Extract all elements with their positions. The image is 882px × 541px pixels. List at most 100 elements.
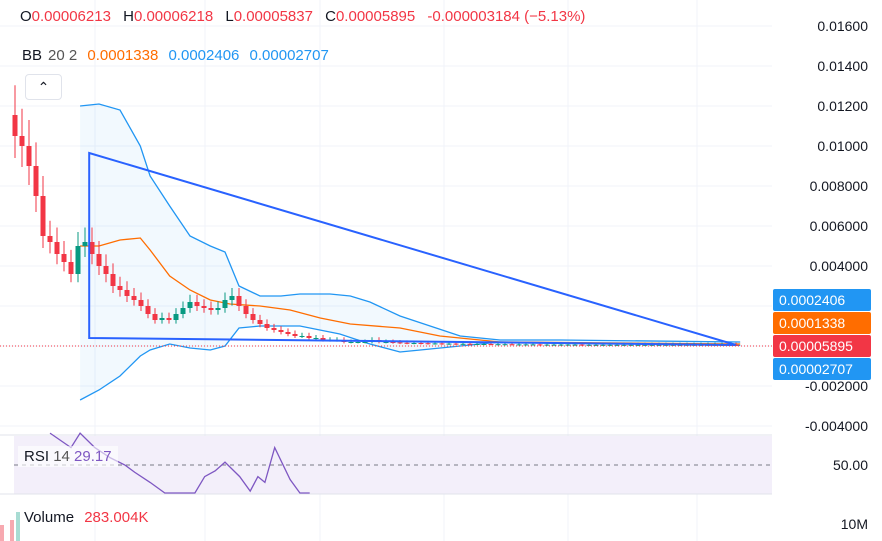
candle-body [628, 344, 634, 346]
high-label: H [123, 8, 134, 25]
candle-body [355, 342, 361, 343]
candle-body [348, 342, 354, 343]
candle-body [635, 344, 641, 346]
volume-bar [10, 520, 14, 541]
candle-body [649, 344, 655, 346]
price-axis-label: 0.008000 [809, 178, 868, 194]
candle-body [180, 308, 186, 314]
candle-body [551, 344, 557, 346]
candle-body [33, 166, 39, 196]
rsi-legend[interactable]: RSI 14 29.17 [18, 446, 118, 467]
candle-body [516, 344, 522, 346]
bb-legend[interactable]: BB 20 2 0.0001338 0.0002406 0.00002707 [22, 47, 335, 64]
candle-body [82, 242, 88, 246]
candle-body [103, 266, 109, 274]
rsi-period: 14 [53, 448, 70, 465]
candle-body [586, 344, 592, 346]
price-axis-label: 0.01400 [817, 58, 868, 74]
candle-body [278, 330, 284, 332]
candle-body [530, 344, 536, 346]
price-tag: 0.00005895 [773, 335, 871, 357]
candle-body [194, 302, 200, 306]
low-value: 0.00005837 [233, 8, 313, 25]
rsi-axis-label: 50.00 [832, 457, 868, 473]
candle-body [215, 308, 221, 310]
price-axis-label: 0.006000 [809, 218, 868, 234]
volume-bar [16, 512, 20, 541]
candle-body [299, 336, 305, 337]
volume-bars [0, 512, 20, 541]
candle-body [397, 342, 403, 344]
bb-basis-value: 0.0001338 [87, 47, 159, 64]
price-tag: 0.0001338 [773, 312, 871, 334]
candle-body [264, 324, 270, 328]
open-value: 0.00006213 [31, 8, 111, 25]
candle-body [614, 344, 620, 346]
candle-body [68, 262, 74, 274]
candle-body [271, 328, 277, 330]
candle-body [124, 290, 130, 296]
rsi-value: 29.17 [74, 448, 112, 465]
volume-name: Volume [24, 509, 75, 526]
volume-legend[interactable]: Volume 283.004K [24, 509, 148, 526]
candle-body [481, 344, 487, 345]
close-value: 0.00005895 [335, 8, 416, 25]
close-label: C [325, 8, 336, 25]
candle-body [173, 314, 179, 320]
price-axis-label: 0.01600 [817, 18, 868, 34]
candle-body [47, 236, 53, 242]
candle-body [558, 344, 564, 346]
triangle-drawing[interactable] [88, 151, 737, 346]
candle-body [145, 306, 151, 314]
candle-body [565, 344, 571, 346]
candle-body [138, 300, 144, 306]
change-value: -0.000003184 (−5.13%) [427, 8, 586, 25]
volume-bar [0, 525, 4, 541]
candle-body [663, 344, 669, 346]
candle-body [229, 296, 235, 300]
candle-body [362, 342, 368, 343]
candle-body [642, 344, 648, 346]
candle-body [411, 343, 417, 344]
candle-body [208, 308, 214, 310]
price-tag: 0.0002406 [773, 289, 871, 311]
collapse-legend-button[interactable]: ⌃ [25, 74, 62, 100]
high-value: 0.00006218 [133, 8, 214, 25]
price-axis-label: 0.01200 [817, 98, 868, 114]
bb-upper-value: 0.0002406 [168, 47, 240, 64]
bb-params: 20 2 [48, 47, 78, 64]
bb-upper-line [80, 103, 741, 343]
candle-body [404, 342, 410, 344]
candle-body [383, 342, 389, 343]
candle-body [292, 334, 298, 336]
candle-body [152, 314, 158, 320]
bb-basis-line [80, 237, 741, 345]
candle-body [621, 344, 627, 346]
open-label: O [20, 8, 32, 25]
candle-body [243, 306, 249, 314]
candle-body [285, 332, 291, 334]
price-axis-label: 0.004000 [809, 258, 868, 274]
candle-body [509, 344, 515, 346]
candle-body [131, 296, 137, 300]
candle-body [61, 254, 67, 262]
candle-body [495, 344, 501, 346]
candle-body [40, 196, 46, 236]
candle-body [257, 320, 263, 324]
candle-body [600, 344, 606, 346]
chevron-up-icon: ⌃ [37, 79, 50, 95]
price-tag: 0.00002707 [773, 358, 871, 380]
candle-body [502, 344, 508, 346]
candle-body [54, 242, 60, 254]
candle-body [19, 136, 25, 146]
candle-body [572, 344, 578, 346]
candle-body [313, 338, 319, 339]
candle-body [117, 286, 123, 290]
bb-lower-value: 0.00002707 [249, 47, 329, 64]
candle-body [75, 246, 81, 274]
candle-body [579, 344, 585, 346]
candle-body [390, 342, 396, 343]
grid [0, 0, 772, 541]
bb-band-fill [80, 104, 741, 400]
